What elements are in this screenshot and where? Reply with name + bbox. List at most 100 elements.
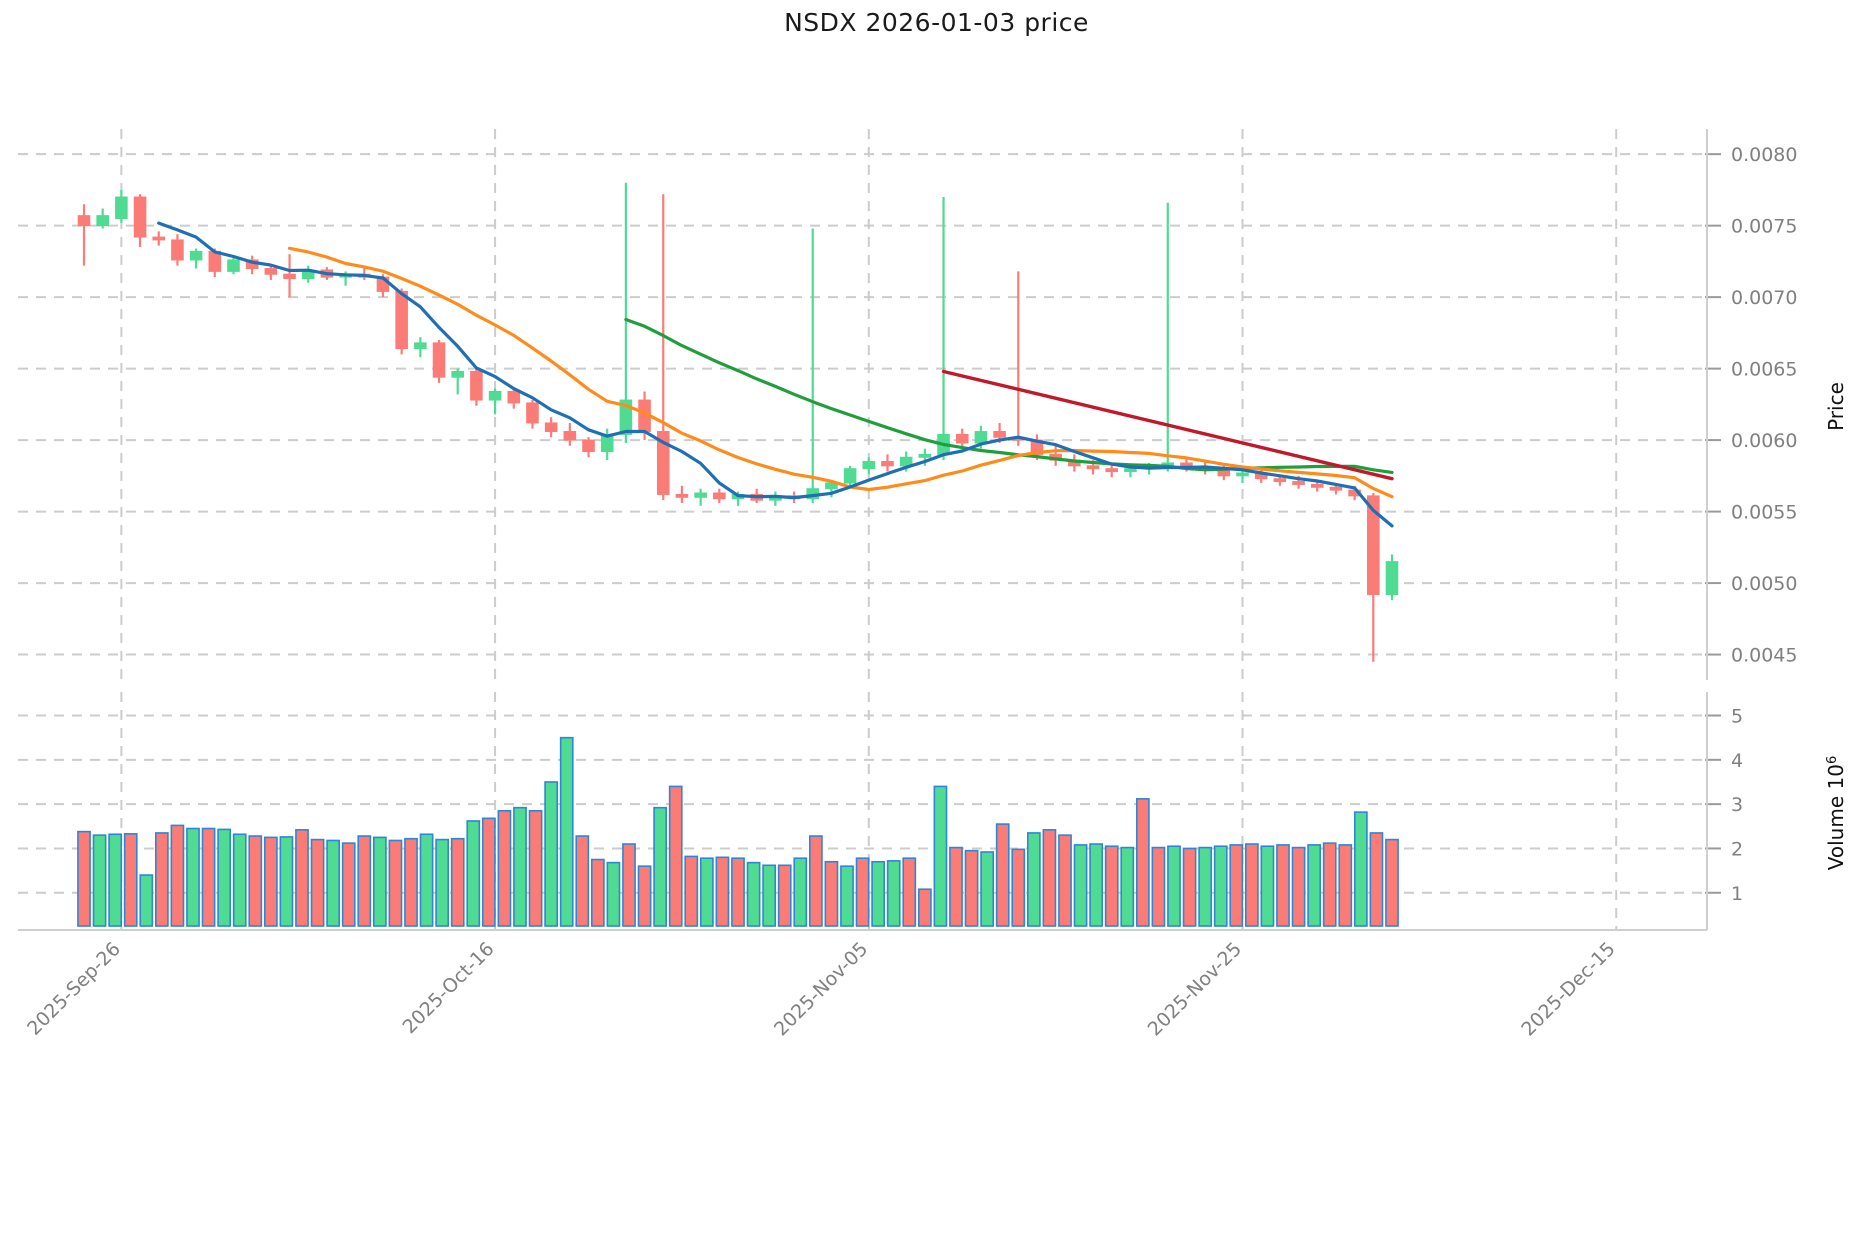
volume-bar xyxy=(372,836,387,927)
volume-bar xyxy=(248,835,263,927)
volume-bar xyxy=(1198,846,1213,927)
volume-bar xyxy=(357,835,372,927)
volume-bar xyxy=(1151,846,1166,927)
ma-mid-line xyxy=(287,246,1394,499)
candlestick xyxy=(432,340,446,383)
volume-bar xyxy=(684,855,699,927)
price-gridlines xyxy=(18,153,1721,656)
volume-bar xyxy=(77,830,91,927)
candlestick xyxy=(769,491,782,506)
price-tick-label: 0.0080 xyxy=(1731,144,1797,166)
volume-bar xyxy=(622,843,636,927)
volume-bar xyxy=(1058,834,1072,927)
volume-bar xyxy=(886,860,901,927)
candlestick xyxy=(96,208,109,229)
volume-bar xyxy=(637,865,652,927)
candlestick xyxy=(656,194,670,501)
volume-bar xyxy=(123,833,138,927)
volume-bar xyxy=(326,839,341,927)
volume-bar xyxy=(855,857,870,927)
volume-bar xyxy=(92,834,107,927)
volume-bar xyxy=(1260,845,1275,927)
volume-tick-label: 4 xyxy=(1731,750,1743,772)
volume-bar xyxy=(170,824,185,927)
price-tick-label: 0.0065 xyxy=(1731,359,1797,381)
date-tick-label: 2025-Nov-05 xyxy=(770,938,872,1040)
volume-bar xyxy=(108,833,123,927)
volume-axis-title: Volume 106 xyxy=(1824,756,1848,870)
candlestick xyxy=(507,388,521,409)
volume-tick-label: 3 xyxy=(1731,794,1743,816)
candlestick-series xyxy=(77,182,1399,662)
candlestick xyxy=(843,465,857,486)
candlestick xyxy=(488,388,502,415)
volume-bar xyxy=(435,838,450,927)
date-tick-label: 2025-Oct-16 xyxy=(398,938,498,1038)
volume-bar xyxy=(1229,844,1244,927)
candlestick xyxy=(881,454,894,472)
volume-bar xyxy=(341,842,356,927)
volume-bar xyxy=(1104,845,1119,927)
volume-bar xyxy=(964,849,979,927)
volume-bar xyxy=(590,858,605,927)
price-tick-label: 0.0060 xyxy=(1731,430,1797,452)
price-tick-label: 0.0050 xyxy=(1731,573,1797,595)
volume-bar xyxy=(653,806,668,927)
volume-bar xyxy=(404,837,418,927)
vertical-gridlines xyxy=(120,129,1618,930)
date-tick-label: 2025-Dec-15 xyxy=(1517,938,1620,1041)
candlestick xyxy=(77,204,91,266)
volume-bar xyxy=(1276,844,1290,927)
candlestick xyxy=(470,368,483,406)
volume-bar xyxy=(1167,845,1181,927)
volume-bar xyxy=(139,874,154,927)
volume-bar xyxy=(1073,844,1088,927)
volume-bar xyxy=(217,828,232,927)
candlestick xyxy=(862,457,876,475)
candlestick xyxy=(152,231,166,246)
volume-bar xyxy=(450,837,465,927)
volume-bar xyxy=(295,829,309,927)
volume-bar xyxy=(1322,842,1337,927)
candlestick xyxy=(619,182,633,443)
volume-tick-label: 5 xyxy=(1731,706,1743,728)
volume-bar xyxy=(154,832,169,927)
moving-average-lines xyxy=(157,221,1394,528)
price-axis-ticklabels: 0.0080 0.0075 0.0070 0.0065 0.0060 0.0055 0.00… xyxy=(1731,144,1797,666)
axis-spines xyxy=(18,129,1708,931)
candlestick xyxy=(115,189,128,223)
volume-bar xyxy=(606,861,621,927)
candlestick xyxy=(133,194,147,248)
volume-bar xyxy=(871,860,886,927)
volume-bar xyxy=(1026,832,1041,927)
price-tick-label: 0.0055 xyxy=(1731,502,1797,524)
volume-bar xyxy=(824,860,839,927)
candlestick xyxy=(1161,202,1175,472)
volume-bar xyxy=(559,736,574,927)
volume-bar xyxy=(1011,848,1026,927)
price-axis-title: Price xyxy=(1824,382,1848,431)
volume-bar xyxy=(668,785,683,927)
volume-bar xyxy=(995,823,1010,927)
candlestick xyxy=(694,488,707,506)
volume-bar xyxy=(1385,838,1399,927)
volume-bar xyxy=(1244,843,1259,927)
candlestick xyxy=(600,428,614,461)
volume-tick-label: 1 xyxy=(1731,883,1743,905)
volume-bar xyxy=(746,861,761,927)
candlestick xyxy=(806,228,820,504)
price-tick-label: 0.0075 xyxy=(1731,216,1797,238)
candlestick xyxy=(1049,445,1062,466)
candlestick xyxy=(414,337,427,358)
ma-short-line xyxy=(157,221,1394,528)
price-tick-label: 0.0045 xyxy=(1731,645,1797,667)
candlestick xyxy=(582,437,595,458)
volume-bar xyxy=(310,838,325,927)
volume-axis-ticklabels: 5 4 3 2 1 xyxy=(1731,706,1743,905)
volume-bar xyxy=(388,839,403,927)
volume-bar xyxy=(513,806,527,927)
volume-bar xyxy=(481,817,496,927)
volume-bar xyxy=(528,809,543,927)
